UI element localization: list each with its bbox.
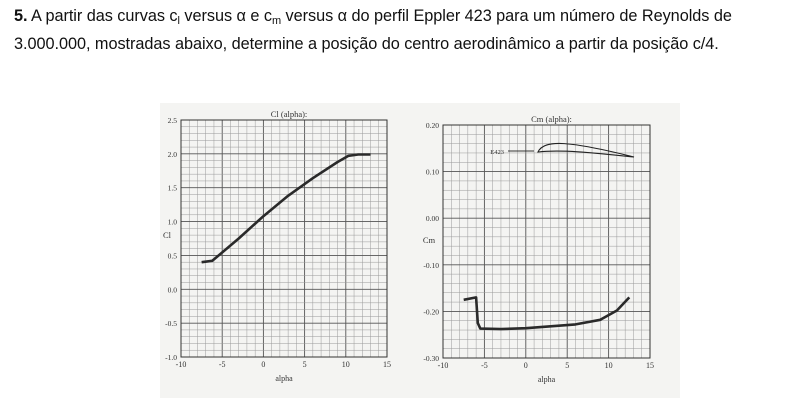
chart-title: Cm (alpha): bbox=[531, 114, 572, 124]
chart-title: Cl (alpha): bbox=[271, 109, 308, 119]
x-tick-label: 0 bbox=[261, 360, 265, 369]
y-tick-label: 0.5 bbox=[168, 251, 178, 260]
y-tick-label: 2.0 bbox=[168, 150, 178, 159]
airfoil-shape bbox=[537, 142, 635, 158]
polar-curves-figure: Cl (alpha): -10 -5 0 5 10 15 -1.0 -0.5 0.0 0.5 1.0 1… bbox=[160, 103, 680, 398]
y-tick-label: 0.00 bbox=[426, 214, 439, 223]
y-tick-label: -0.20 bbox=[423, 307, 439, 316]
x-tick-label: -10 bbox=[176, 360, 187, 369]
y-tick-label: 0.0 bbox=[168, 285, 178, 294]
airfoil-legend: E423 bbox=[490, 142, 635, 158]
x-tick-label: 10 bbox=[342, 360, 350, 369]
x-tick-label: -5 bbox=[481, 361, 488, 370]
y-tick-label: 1.5 bbox=[168, 184, 178, 193]
x-tick-label: 5 bbox=[303, 360, 307, 369]
y-tick-label: 0.20 bbox=[426, 121, 439, 130]
airfoil-label: E423 bbox=[490, 149, 504, 156]
y-tick-label: -0.5 bbox=[165, 319, 177, 328]
charts-svg: Cl (alpha): -10 -5 0 5 10 15 -1.0 -0.5 0.0 0.5 1.0 1… bbox=[163, 109, 654, 384]
x-tick-label: 10 bbox=[605, 361, 613, 370]
problem-text-b: versus α e c bbox=[179, 7, 272, 25]
chart-cm: Cm (alpha): -10 -5 0 5 10 15 -0.30 -0.20 -0.10 0.0… bbox=[423, 114, 654, 384]
series-line bbox=[463, 296, 631, 331]
series-line bbox=[201, 153, 371, 264]
plot-frame bbox=[442, 124, 651, 359]
problem-text-a: A partir das curvas c bbox=[27, 7, 178, 25]
problem-number: 5. bbox=[14, 7, 28, 25]
y-tick-label: 1.0 bbox=[168, 218, 178, 227]
subscript-l: l bbox=[177, 15, 180, 27]
x-tick-label: 0 bbox=[524, 361, 528, 370]
y-tick-label: -1.0 bbox=[165, 353, 177, 362]
y-tick-label: -0.10 bbox=[423, 261, 439, 270]
x-tick-label: 15 bbox=[646, 361, 654, 370]
subscript-m: m bbox=[271, 15, 282, 27]
x-tick-label: -5 bbox=[219, 360, 226, 369]
problem-text-c: versus α do perfil Eppler 423 para um nú… bbox=[14, 7, 732, 53]
x-axis-label: alpha bbox=[275, 374, 293, 383]
plot-frame bbox=[180, 119, 388, 358]
y-tick-label: 2.5 bbox=[168, 116, 178, 125]
x-tick-label: 15 bbox=[383, 360, 391, 369]
x-axis-label: alpha bbox=[538, 375, 556, 384]
y-axis-label: Cl bbox=[163, 230, 172, 240]
x-tick-label: 5 bbox=[565, 361, 569, 370]
x-tick-label: -10 bbox=[438, 361, 449, 370]
y-tick-label: -0.30 bbox=[423, 354, 439, 363]
y-tick-label: 0.10 bbox=[426, 168, 439, 177]
y-axis-label: Cm bbox=[423, 235, 436, 245]
chart-cl: Cl (alpha): -10 -5 0 5 10 15 -1.0 -0.5 0.0 0.5 1.0 1… bbox=[163, 109, 391, 383]
problem-statement: 5. A partir das curvas cl versus α e cm … bbox=[14, 3, 794, 57]
